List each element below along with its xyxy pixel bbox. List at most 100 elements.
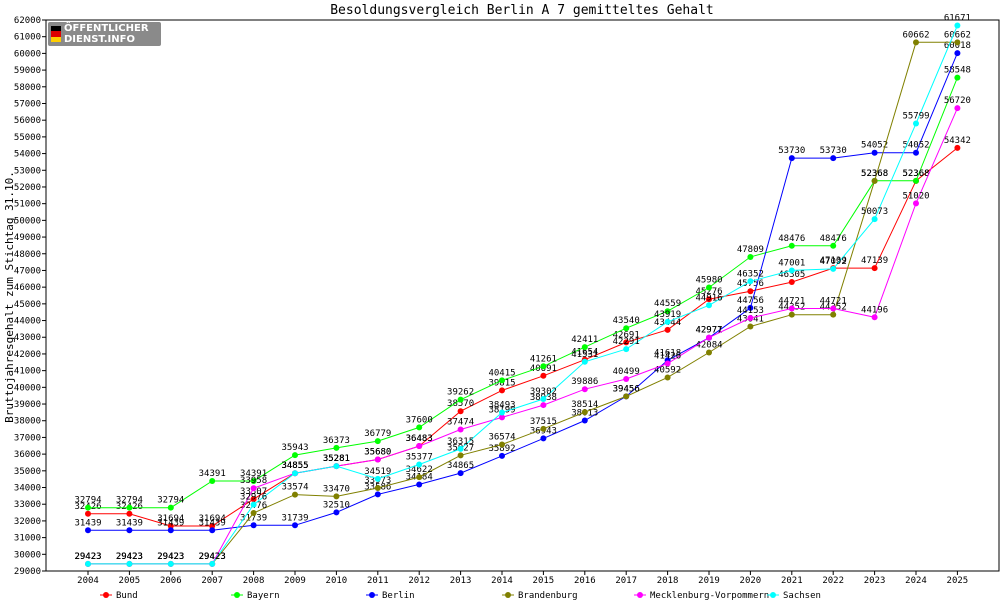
data-label: 29423 bbox=[74, 552, 101, 562]
y-tick-label: 47000 bbox=[14, 266, 41, 276]
x-tick-label: 2015 bbox=[533, 576, 555, 586]
data-point bbox=[913, 120, 919, 127]
data-point bbox=[747, 253, 754, 260]
y-tick-label: 61000 bbox=[14, 33, 41, 43]
data-label: 47809 bbox=[737, 245, 764, 255]
data-label: 61671 bbox=[944, 13, 971, 23]
data-point bbox=[706, 302, 712, 309]
data-label: 50073 bbox=[861, 207, 888, 217]
data-point bbox=[209, 523, 216, 530]
data-point bbox=[788, 267, 795, 274]
data-point bbox=[292, 522, 298, 529]
x-tick-label: 2010 bbox=[326, 576, 348, 586]
legend-marker bbox=[234, 592, 240, 598]
data-point bbox=[788, 155, 795, 162]
data-point bbox=[581, 358, 588, 365]
data-label: 32510 bbox=[323, 500, 350, 510]
data-point bbox=[664, 326, 671, 333]
legend-item: Brandenburg bbox=[502, 591, 578, 600]
data-label: 42411 bbox=[571, 335, 598, 345]
data-label: 35680 bbox=[364, 447, 391, 457]
data-label: 31739 bbox=[240, 513, 267, 523]
data-point bbox=[457, 426, 464, 433]
data-point bbox=[581, 386, 588, 393]
data-point bbox=[540, 372, 547, 379]
data-point bbox=[250, 496, 257, 503]
data-label: 29423 bbox=[116, 552, 143, 562]
data-label: 48476 bbox=[820, 234, 847, 244]
data-point bbox=[871, 177, 878, 184]
series-sachsen: 29423 29423 29423 29423 32976 34855 35281 34519… bbox=[74, 13, 971, 567]
data-label: 37474 bbox=[447, 418, 474, 428]
x-tick-label: 2020 bbox=[740, 576, 762, 586]
data-label: 44196 bbox=[861, 305, 888, 315]
data-label: 34855 bbox=[281, 461, 308, 471]
legend-item: Berlin bbox=[366, 591, 415, 600]
legend-label: Berlin bbox=[382, 591, 415, 600]
data-label: 40499 bbox=[613, 367, 640, 377]
y-tick-label: 33000 bbox=[14, 500, 41, 510]
logo-line-2: DIENST.INFO bbox=[64, 34, 135, 45]
data-label: 55799 bbox=[902, 112, 929, 122]
data-label: 52368 bbox=[902, 169, 929, 179]
legend-marker bbox=[637, 592, 643, 598]
x-tick-label: 2011 bbox=[367, 576, 389, 586]
data-point bbox=[540, 363, 547, 370]
data-point bbox=[954, 22, 961, 29]
data-point bbox=[788, 305, 795, 312]
data-label: 54052 bbox=[902, 141, 929, 151]
data-point bbox=[747, 278, 754, 285]
data-point bbox=[499, 452, 505, 459]
data-point bbox=[581, 417, 588, 424]
plot-area bbox=[45, 19, 1000, 572]
data-label: 40592 bbox=[654, 365, 681, 375]
data-label: 34519 bbox=[364, 467, 391, 477]
y-tick-label: 32000 bbox=[14, 517, 41, 527]
data-label: 32794 bbox=[157, 496, 184, 506]
data-label: 29423 bbox=[116, 552, 143, 562]
data-point bbox=[126, 560, 133, 567]
x-tick-label: 2024 bbox=[905, 576, 927, 586]
flag-icon bbox=[51, 26, 61, 42]
y-tick-label: 39000 bbox=[14, 400, 41, 410]
data-label: 34391 bbox=[240, 469, 267, 479]
data-label: 38570 bbox=[447, 399, 474, 409]
data-point bbox=[333, 463, 340, 470]
x-tick-label: 2023 bbox=[864, 576, 886, 586]
data-label: 32976 bbox=[240, 493, 267, 503]
y-tick-label: 30000 bbox=[14, 550, 41, 560]
data-point bbox=[623, 393, 630, 400]
data-point bbox=[664, 318, 671, 325]
data-label: 47139 bbox=[820, 256, 847, 266]
data-point bbox=[333, 493, 340, 500]
data-point bbox=[416, 443, 423, 450]
data-point bbox=[954, 50, 961, 57]
data-point bbox=[167, 560, 174, 567]
data-label: 47092 bbox=[820, 257, 847, 267]
data-point bbox=[788, 311, 795, 318]
data-label: 54342 bbox=[944, 136, 971, 146]
data-label: 36483 bbox=[406, 434, 433, 444]
data-label: 31439 bbox=[74, 518, 101, 528]
logo: ÖFFENTLICHER DIENST.INFO bbox=[48, 22, 161, 46]
series-layer: 3242632426316943169433307348553528135680… bbox=[74, 13, 971, 567]
data-point bbox=[250, 509, 257, 516]
legend-marker bbox=[369, 592, 375, 598]
data-point bbox=[250, 485, 257, 492]
data-label: 29423 bbox=[199, 552, 226, 562]
data-label: 29423 bbox=[199, 552, 226, 562]
x-tick-label: 2006 bbox=[160, 576, 182, 586]
logo-line-1: ÖFFENTLICHER bbox=[64, 23, 149, 34]
data-label: 29423 bbox=[74, 552, 101, 562]
data-point bbox=[167, 523, 174, 530]
data-label: 60662 bbox=[902, 30, 929, 40]
data-point bbox=[830, 305, 837, 312]
y-tick-label: 45000 bbox=[14, 300, 41, 310]
y-tick-label: 38000 bbox=[14, 417, 41, 427]
data-point bbox=[830, 242, 837, 249]
data-label: 31739 bbox=[281, 513, 308, 523]
y-tick-label: 62000 bbox=[14, 16, 41, 26]
y-tick-label: 58000 bbox=[14, 83, 41, 93]
data-point bbox=[85, 560, 91, 567]
data-point bbox=[623, 325, 630, 332]
